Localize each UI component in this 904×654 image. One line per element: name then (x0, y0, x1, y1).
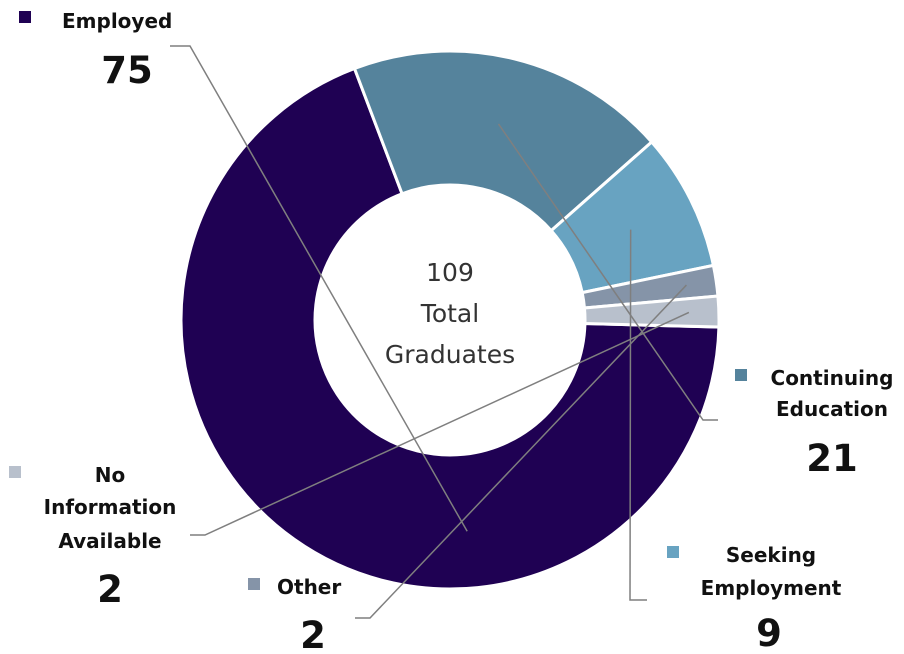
legend-entry-seeking-employment: Seeking Employment 9 (667, 543, 842, 654)
legend-entry-other: Other 2 (248, 575, 341, 654)
legend-entry-employed: Employed 75 (19, 9, 172, 92)
label-seeking-employment-line2: Employment (701, 576, 842, 600)
center-total-line1: Total (420, 299, 479, 328)
label-continuing-education-line1: Continuing (771, 366, 894, 390)
leader-lines (170, 45, 718, 619)
legend-swatch-seeking-employment (667, 546, 679, 558)
label-seeking-employment-line1: Seeking (726, 543, 816, 567)
slice-no-information-available (582, 294, 721, 329)
value-employed: 75 (101, 49, 153, 92)
leader-line-no-information-available (190, 311, 690, 536)
value-no-information: 2 (97, 568, 123, 611)
slice-continuing-education (352, 49, 654, 233)
slice-employed (179, 66, 721, 591)
legend-entry-continuing-education: Continuing Education 21 (735, 366, 893, 480)
donut-slices (179, 49, 721, 591)
value-seeking-employment: 9 (756, 612, 782, 654)
leader-line-other (355, 284, 687, 619)
label-no-information-line2: Information (44, 495, 177, 519)
label-no-information-line3: Available (58, 529, 161, 553)
legend-swatch-other (248, 578, 260, 590)
leader-line-employed (170, 45, 468, 532)
label-no-information-line1: No (95, 463, 125, 487)
label-continuing-education-line2: Education (776, 397, 888, 421)
value-other: 2 (300, 614, 326, 654)
legend-entry-no-information: No Information Available 2 (9, 463, 176, 611)
legend-swatch-continuing-education (735, 369, 747, 381)
label-other: Other (277, 575, 341, 599)
value-continuing-education: 21 (806, 437, 858, 480)
legend-swatch-employed (19, 11, 31, 23)
leader-line-continuing-education (497, 123, 718, 421)
label-employed: Employed (62, 9, 172, 33)
center-label: 109 Total Graduates (385, 258, 515, 369)
leader-line-seeking-employment (629, 229, 647, 601)
center-total-line2: Graduates (385, 340, 515, 369)
legend-swatch-no-information (9, 466, 21, 478)
center-total-number: 109 (426, 258, 474, 287)
